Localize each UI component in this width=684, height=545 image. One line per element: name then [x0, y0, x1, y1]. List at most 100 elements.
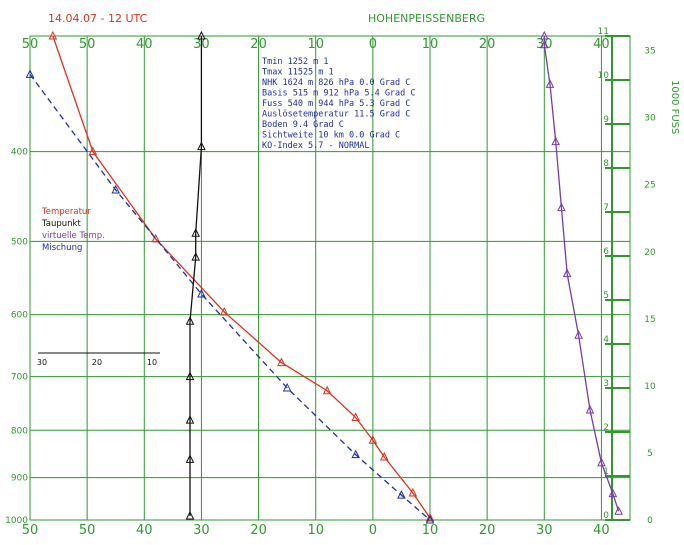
km-tick-label: 3 [603, 379, 609, 389]
data-point [282, 382, 292, 392]
inner-scale-label: 20 [92, 358, 102, 367]
data-point [397, 490, 406, 499]
bottom-tick-label: 40 [136, 523, 153, 538]
data-point [151, 233, 161, 243]
pressure-tick-label: 800 [11, 426, 28, 436]
bottom-tick-label: 50 [22, 523, 39, 538]
data-point [574, 330, 583, 339]
series-line [52, 35, 431, 519]
data-point [539, 39, 549, 49]
right-title: HOHENPEISSENBERG [368, 12, 485, 25]
info-row: KO-Index 5.7 - NORMAL [262, 141, 369, 151]
data-point [25, 69, 35, 78]
data-point [597, 457, 606, 467]
kft-tick-label: 15 [644, 315, 655, 325]
kft-tick-label: 25 [644, 181, 655, 191]
data-point [185, 454, 195, 463]
km-tick-label: 8 [603, 159, 609, 169]
top-tick-label: 50 [22, 37, 39, 52]
kft-tick-label: 5 [647, 449, 653, 459]
km-tick-label: 6 [603, 247, 609, 257]
bottom-tick-label: 40 [593, 523, 610, 538]
data-point [351, 412, 361, 422]
km-tick-label: 1 [603, 467, 609, 477]
info-row: Basis 515 m 912 hPa 5.4 Grad C [262, 89, 416, 99]
data-point [585, 404, 595, 414]
data-point [551, 136, 561, 146]
pressure-tick-label: 400 [11, 148, 28, 158]
data-point [88, 146, 98, 156]
kft-tick-label: 20 [644, 248, 656, 258]
data-point [425, 512, 435, 522]
kft-tick-label: 10 [644, 382, 656, 392]
data-point [614, 506, 623, 515]
inner-scale-label: 30 [37, 358, 47, 367]
series-layer [25, 30, 623, 524]
info-row: Fuss 540 m 944 hPa 5.3 Grad C [262, 99, 410, 109]
data-point [368, 435, 378, 444]
top-tick-label: 50 [79, 37, 96, 52]
pressure-tick-label: 1000 [5, 516, 28, 526]
data-point [408, 487, 418, 497]
bottom-tick-label: 20 [250, 523, 267, 538]
bottom-tick-label: 30 [193, 523, 210, 538]
data-point [197, 288, 206, 298]
data-point [191, 252, 201, 261]
data-point [185, 510, 195, 520]
km-tick-label: 10 [598, 71, 610, 81]
pressure-tick-label: 600 [11, 311, 28, 321]
data-point [277, 357, 286, 367]
kft-tick-label: 30 [644, 114, 656, 124]
top-tick-label: 10 [422, 37, 439, 52]
series-line [189, 36, 203, 516]
right-axis-label: 1000 FUSS [669, 80, 680, 134]
series-line [543, 36, 620, 512]
data-point [379, 451, 389, 461]
km-tick-label: 4 [603, 335, 609, 345]
legend-entry: Mischung [42, 243, 82, 253]
data-point [425, 514, 435, 524]
data-point [197, 141, 206, 151]
km-tick-label: 7 [603, 203, 609, 213]
inner-scale-label: 10 [147, 358, 157, 367]
data-point [191, 228, 201, 237]
km-tick-label: 11 [598, 27, 609, 37]
top-tick-label: 40 [593, 37, 610, 52]
data-point [562, 268, 572, 278]
bottom-tick-label: 20 [479, 523, 496, 538]
data-point [608, 488, 618, 498]
data-point [539, 30, 549, 40]
top-tick-label: 10 [307, 37, 324, 52]
bottom-tick-label: 50 [79, 523, 96, 538]
info-row: NHK 1624 m 826 hPa 0.0 Grad C [262, 78, 410, 88]
km-tick-label: 0 [603, 511, 609, 521]
pressure-tick-label: 500 [11, 237, 28, 247]
data-point [185, 371, 195, 381]
data-point [185, 414, 195, 424]
top-tick-label: 40 [136, 37, 153, 52]
top-tick-label: 20 [479, 37, 496, 52]
kft-tick-label: 35 [644, 47, 655, 57]
data-point [219, 306, 229, 316]
km-tick-label: 5 [603, 291, 609, 301]
data-point [322, 385, 332, 395]
data-point [197, 30, 206, 40]
legend-entry: Temperatur [41, 207, 91, 217]
data-point [185, 316, 195, 325]
legend: Temperatur Taupunkt virtuelle Temp. Mischun… [41, 207, 105, 253]
legend-entry: virtuelle Temp. [42, 231, 105, 241]
info-row: Tmin 1252 m 1 [262, 57, 329, 67]
bottom-tick-label: 0 [369, 523, 377, 538]
top-tick-label: 0 [369, 37, 377, 52]
km-tick-label: 9 [603, 115, 609, 125]
data-point [545, 79, 555, 88]
info-row: Tmax 11525 m 1 [262, 68, 334, 78]
info-row: Boden 9.4 Grad C [262, 120, 344, 130]
plot-area [29, 35, 631, 521]
bottom-tick-label: 10 [307, 523, 324, 538]
series-line [29, 73, 431, 521]
data-point [48, 30, 58, 40]
data-point [557, 202, 566, 212]
